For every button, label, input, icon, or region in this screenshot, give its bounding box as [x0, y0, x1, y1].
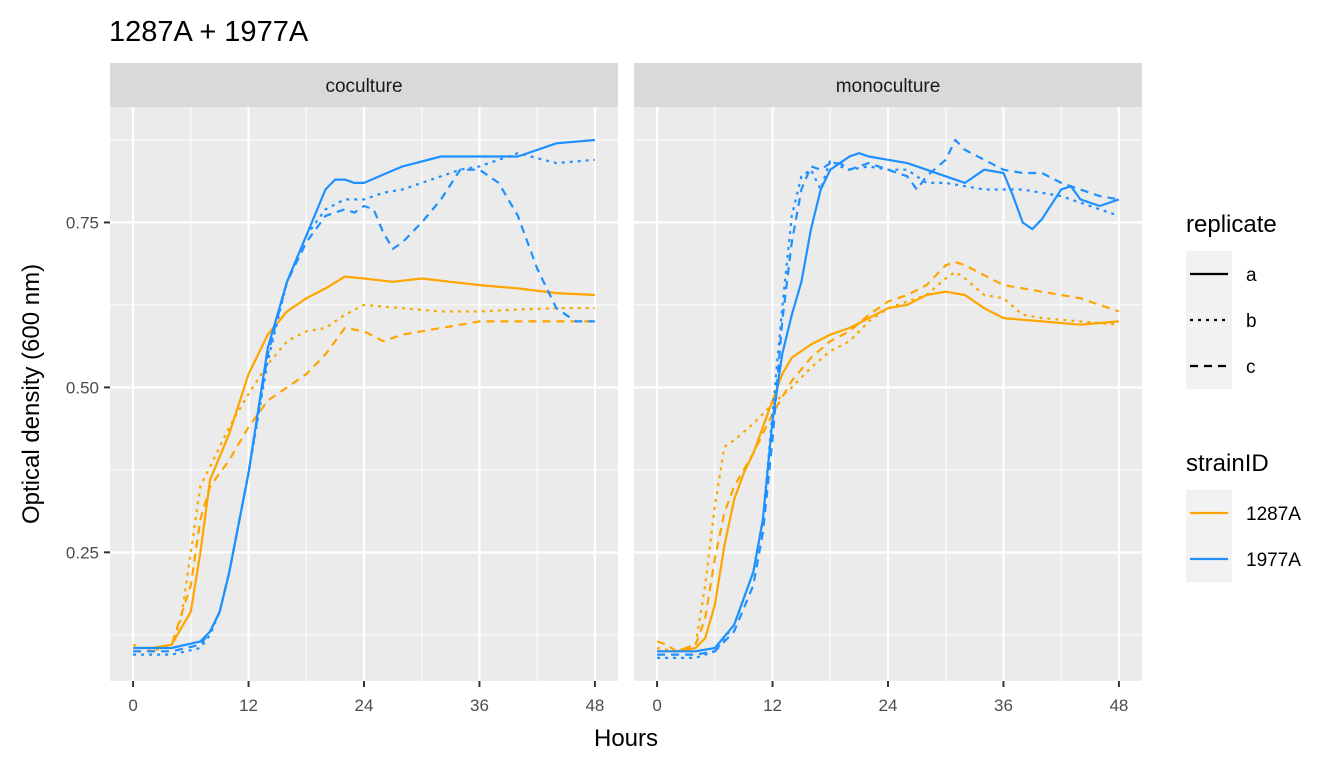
series-line-monoculture-1977A-c	[657, 138, 1120, 656]
y-tick-label: 0.25	[66, 543, 99, 562]
series-line-monoculture-1287A-b	[656, 270, 1119, 653]
x-tick-label: 0	[652, 696, 661, 715]
x-tick-label: 36	[470, 696, 489, 715]
series-line-coculture-1287A-a	[133, 275, 595, 650]
series-line-monoculture-1287A-a	[657, 290, 1119, 653]
y-axis-title: Optical density (600 nm)	[18, 264, 45, 524]
y-tick-label: 0.50	[66, 378, 99, 397]
legend-strain: strainID 1287A 1977A	[1186, 450, 1301, 582]
x-tick-label: 48	[585, 696, 604, 715]
legend-label-1977A: 1977A	[1246, 550, 1301, 571]
x-tick-label: 48	[1109, 696, 1128, 715]
x-tick-label: 12	[239, 696, 258, 715]
panel-coculture: coculture	[110, 63, 618, 681]
gridlines-monoculture	[634, 107, 1142, 681]
legend-replicate-title: replicate	[1186, 211, 1277, 238]
y-axis: 0.25 0.50 0.75	[66, 213, 110, 562]
x-tick-label: 24	[355, 696, 374, 715]
x-tick-label: 36	[994, 696, 1013, 715]
facet-label-coculture: coculture	[325, 76, 402, 97]
legend-label-c: c	[1246, 357, 1256, 378]
panel-monoculture: monoculture	[634, 63, 1142, 681]
x-axis: 0 12 24 36 48 0 12 24 36 48	[128, 681, 1128, 715]
series-line-coculture-1287A-c	[133, 320, 595, 653]
legend-replicate: replicate a b c	[1186, 211, 1277, 389]
series-lines-monoculture	[656, 138, 1120, 659]
legend-strain-title: strainID	[1186, 450, 1269, 477]
series-line-coculture-1977A-c	[133, 168, 595, 653]
gridlines-coculture	[110, 107, 618, 681]
series-line-monoculture-1287A-c	[656, 260, 1120, 653]
legend-label-b: b	[1246, 311, 1257, 332]
chart-title: 1287A + 1977A	[109, 16, 309, 48]
x-tick-label: 0	[128, 696, 137, 715]
facet-strip-monoculture	[634, 63, 1142, 107]
legend-label-1287A: 1287A	[1246, 504, 1301, 525]
x-tick-label: 24	[879, 696, 898, 715]
legend-label-a: a	[1246, 265, 1257, 286]
facet-strip-coculture	[110, 63, 618, 107]
series-line-coculture-1287A-b	[132, 303, 595, 653]
series-line-coculture-1977A-b	[133, 152, 595, 656]
x-axis-title: Hours	[594, 725, 658, 752]
y-tick-label: 0.75	[66, 213, 99, 232]
x-tick-label: 12	[763, 696, 782, 715]
facet-label-monoculture: monoculture	[836, 76, 941, 97]
series-lines-coculture	[132, 138, 595, 656]
